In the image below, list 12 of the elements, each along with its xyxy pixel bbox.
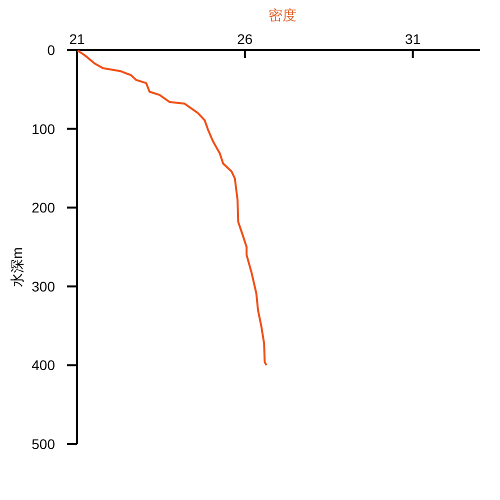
y-tick-label: 400 <box>32 357 56 374</box>
y-tick-label: 300 <box>32 278 56 294</box>
x-tick-label: 26 <box>237 31 253 47</box>
x-tick-label: 21 <box>69 31 85 47</box>
x-axis-title: 密度 <box>268 7 296 23</box>
y-tick-label: 100 <box>32 120 56 137</box>
y-tick-label: 200 <box>32 200 56 216</box>
y-tick-label: 0 <box>47 42 56 58</box>
y-axis-title: 水深m <box>9 247 25 287</box>
y-tick-label: 500 <box>32 436 56 452</box>
x-tick-label: 31 <box>405 31 421 47</box>
line-series <box>76 50 268 366</box>
